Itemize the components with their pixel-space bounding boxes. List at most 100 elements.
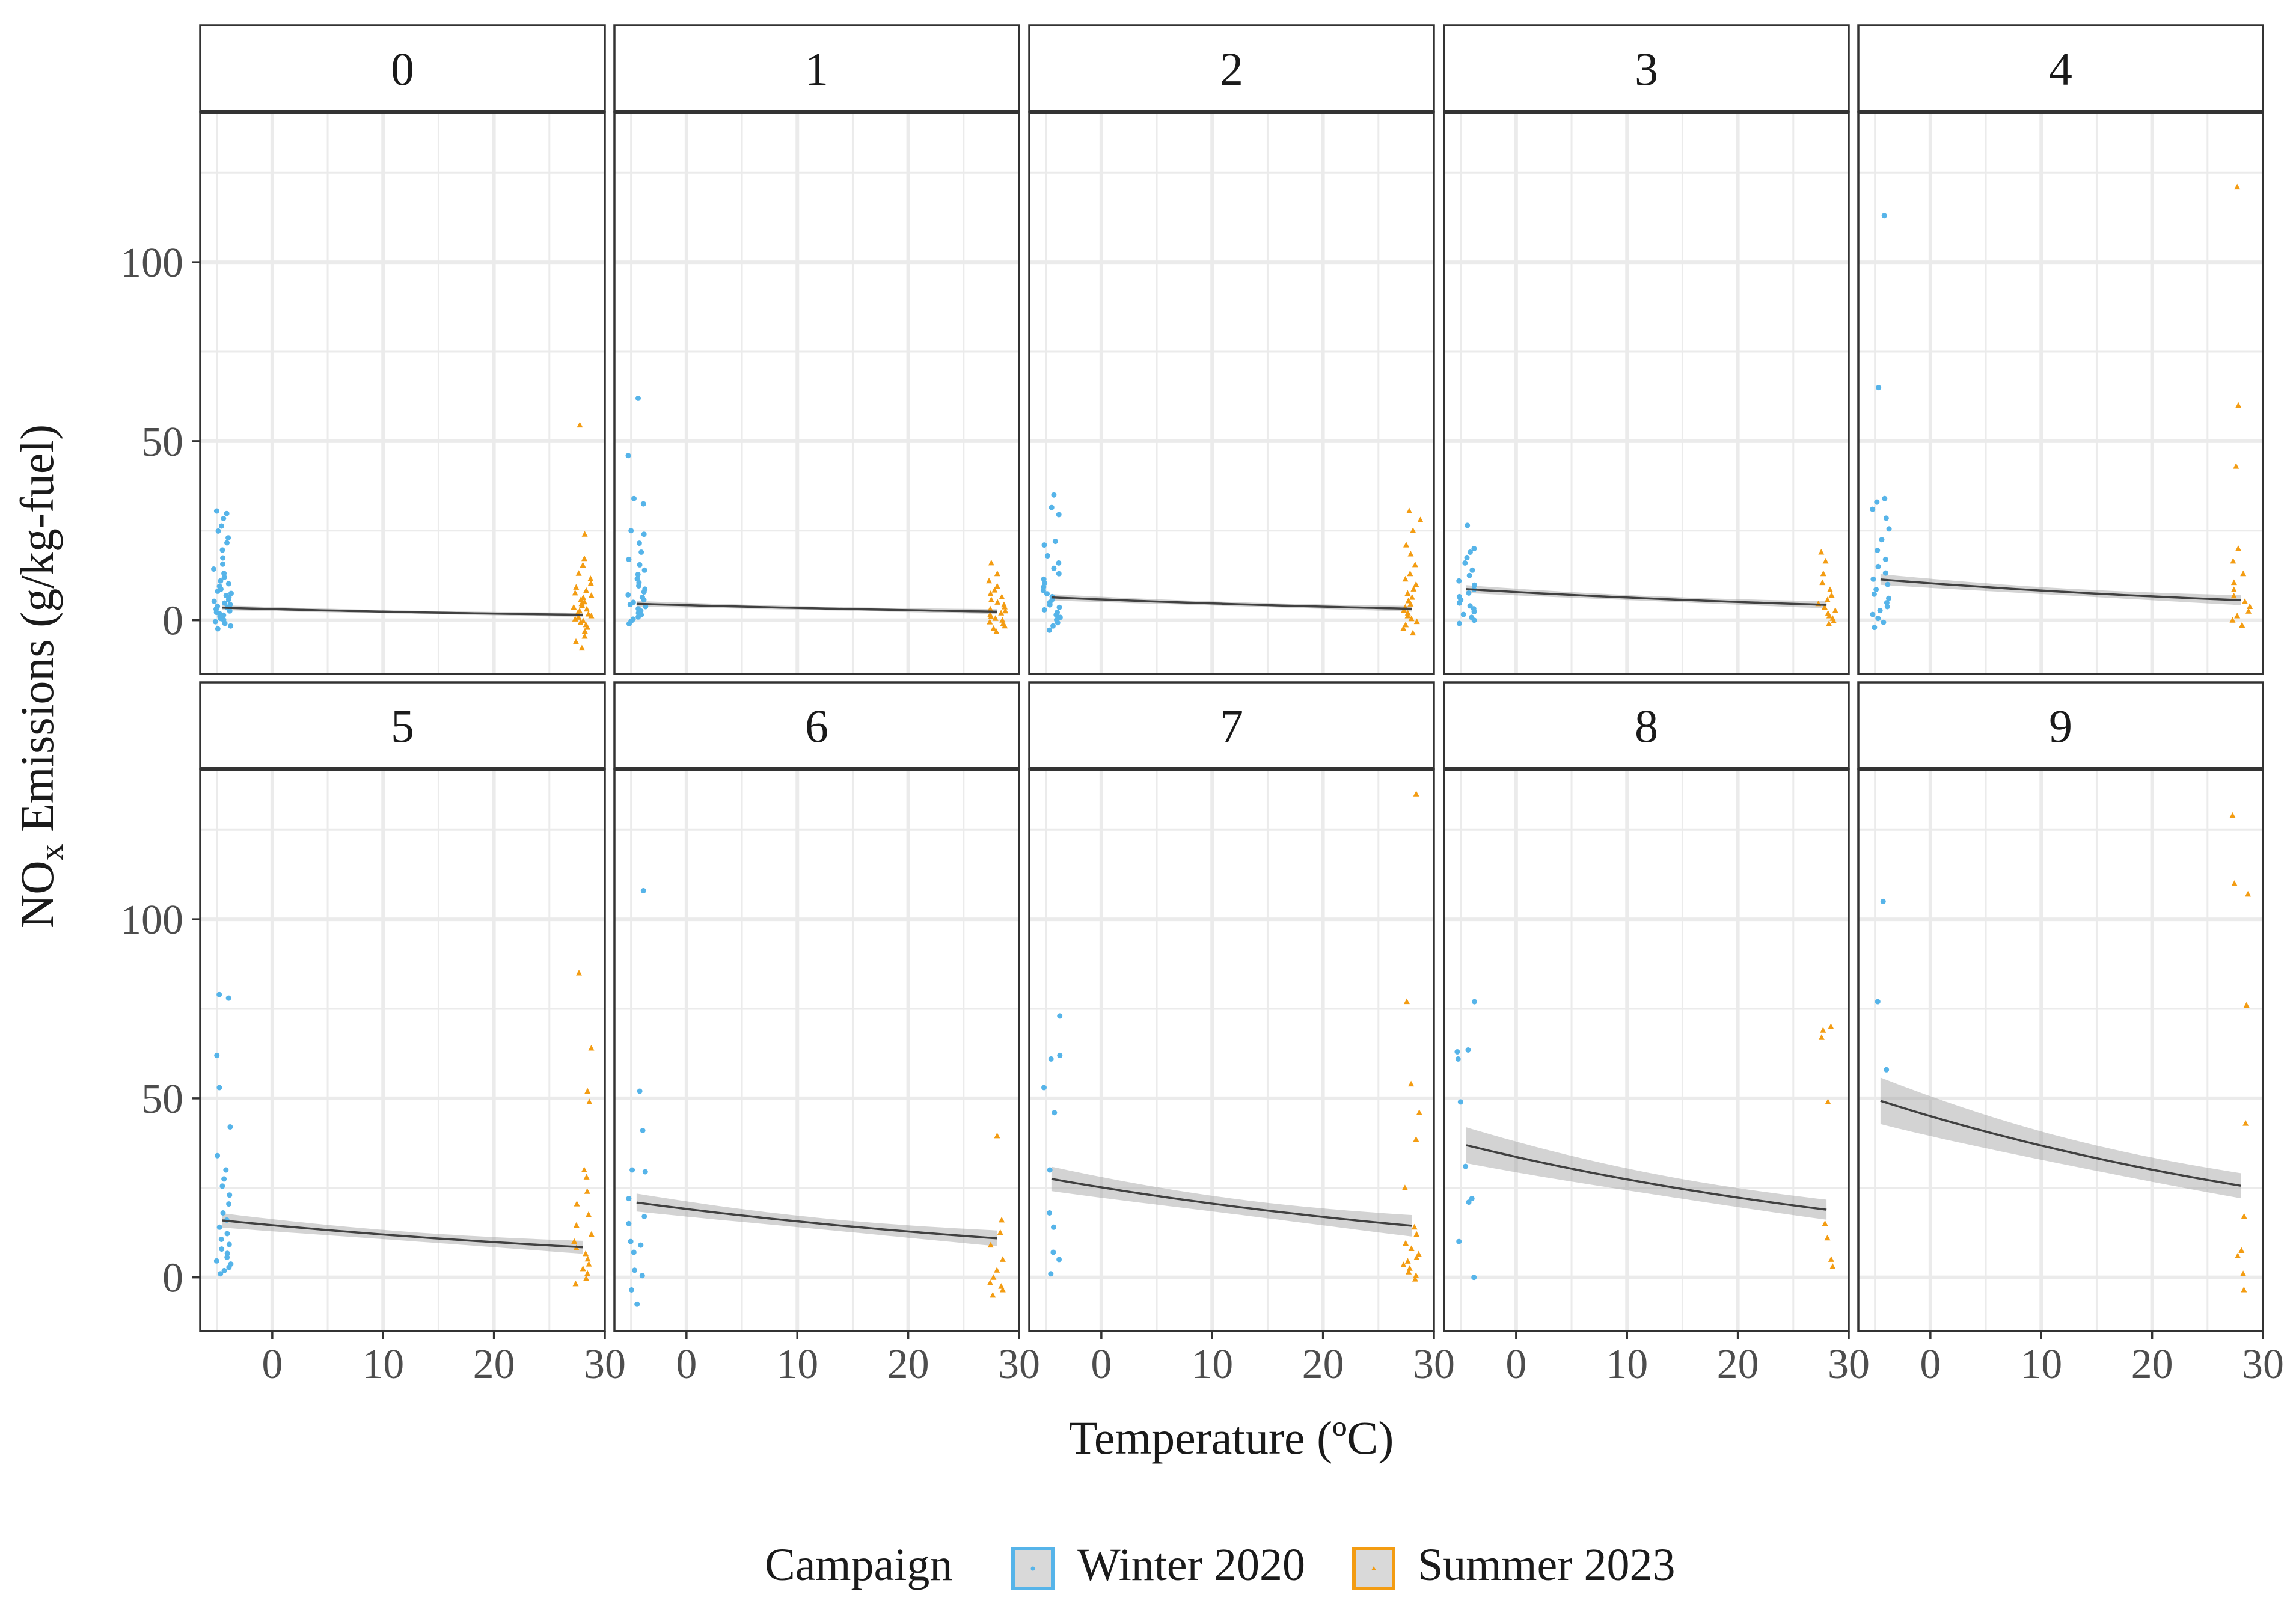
summer-point [572,589,578,596]
x-tick-label: 0 [1091,1341,1112,1388]
summer-point [1408,615,1415,622]
winter-point [626,1196,632,1202]
winter-point [224,1250,230,1257]
summer-point [994,570,1000,577]
strip-label: 4 [2049,43,2072,95]
winter-point [1880,898,1886,904]
summer-point [2233,463,2239,469]
winter-point [625,453,631,459]
summer-point [1002,622,1008,629]
summer-point [999,593,1005,599]
strip-label: 1 [805,43,828,95]
summer-point [994,599,1001,605]
winter-point [1049,504,1055,510]
legend-label-summer: Summer 2023 [1418,1540,1676,1590]
summer-point [986,577,993,584]
winter-point [228,590,234,596]
winter-point [1873,587,1879,592]
summer-point [580,562,586,568]
winter-point [635,614,641,620]
x-tick-label: 20 [1302,1341,1344,1388]
summer-point [1818,549,1825,555]
panel-background [1444,112,1849,674]
summer-point [1820,1027,1826,1033]
winter-point [1055,620,1061,626]
winter-point [1041,607,1047,613]
winter-point [220,555,226,561]
summer-point [2235,402,2242,408]
winter-point [641,567,647,573]
winter-point [639,1273,645,1279]
summer-point [1401,607,1407,613]
winter-point [225,995,231,1001]
panel-background [200,112,605,674]
winter-point [224,1254,230,1260]
summer-point [994,583,1000,589]
winter-point [1041,1085,1047,1091]
summer-point [994,1267,1000,1273]
summer-point [2239,622,2245,628]
winter-point [641,597,647,603]
winter-point [215,528,221,534]
winter-point [1466,572,1472,578]
summer-point [581,633,588,639]
strip-label: 6 [805,700,828,752]
summer-point [588,592,595,598]
summer-point [573,638,579,644]
winter-point [629,1287,634,1293]
winter-point [640,1128,646,1133]
winter-point [634,1301,640,1307]
summer-point [1407,601,1414,607]
winter-point [1465,1047,1471,1053]
summer-point [577,619,584,625]
summer-point [1819,579,1826,586]
summer-point [2234,613,2241,619]
summer-point [1824,1234,1831,1241]
x-tick-label: 10 [2020,1341,2062,1388]
winter-point [625,592,631,598]
winter-point [1469,567,1475,573]
winter-point [635,571,641,577]
legend-title: Campaign [765,1540,952,1590]
winter-point [638,549,644,555]
winter-point [1471,617,1477,623]
summer-point [1403,542,1409,548]
summer-point [1822,1220,1828,1226]
winter-point [637,1088,643,1094]
winter-point [626,556,632,562]
winter-point [1047,1167,1053,1173]
winter-point [641,589,647,595]
winter-point [1884,604,1890,610]
winter-point [640,501,646,507]
summer-point [2231,880,2238,886]
winter-point [635,395,641,401]
summer-point [588,613,595,619]
summer-point [990,1274,997,1280]
summer-point [1412,561,1418,568]
summer-point [2240,570,2247,577]
facet-panel-2: 2 [1028,24,1435,675]
winter-point [1052,1110,1058,1116]
summer-point [572,1280,579,1287]
x-tick-label: 10 [1606,1341,1648,1388]
winter-point [1051,565,1057,571]
summer-point [2235,1252,2241,1258]
summer-point [1825,1098,1831,1104]
summer-point [2241,1213,2247,1219]
summer-point [578,596,584,602]
summer-point [1829,1263,1836,1269]
summer-point [999,617,1006,623]
panel-background [614,112,1019,674]
summer-point [2229,617,2236,623]
summer-point [575,570,582,576]
winter-point [1882,570,1888,576]
winter-point [1454,1049,1460,1055]
winter-point [219,1246,225,1252]
fit-line [636,1201,997,1240]
winter-point [1051,492,1057,498]
summer-point [586,1098,593,1104]
winter-point [215,1152,221,1159]
winter-point [1456,620,1462,626]
summer-point [1406,1265,1413,1271]
